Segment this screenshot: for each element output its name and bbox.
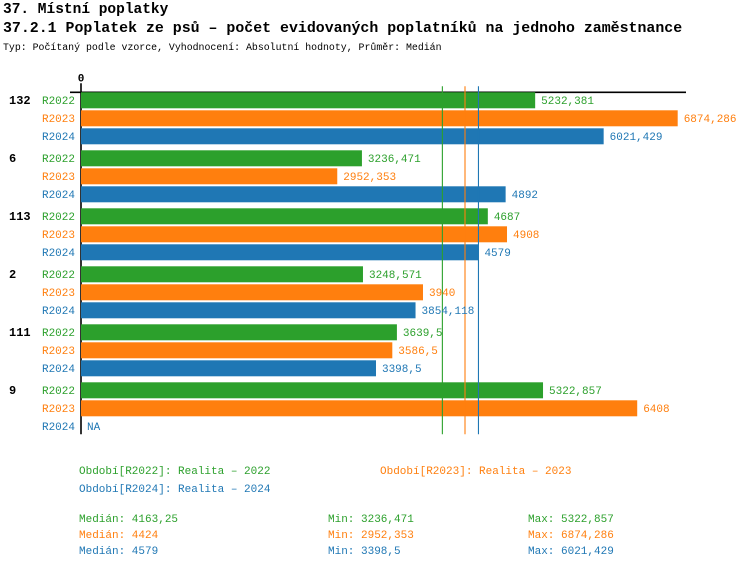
svg-text:5232,381: 5232,381 bbox=[541, 96, 594, 108]
svg-text:4687: 4687 bbox=[494, 212, 520, 224]
svg-text:Typ: Počítaný podle vzorce, Vy: Typ: Počítaný podle vzorce, Vyhodnocení:… bbox=[3, 42, 442, 53]
svg-text:4579: 4579 bbox=[484, 248, 510, 260]
svg-text:6408: 6408 bbox=[643, 404, 669, 416]
svg-text:Období[R2024]: Realita – 2024: Období[R2024]: Realita – 2024 bbox=[79, 484, 271, 496]
svg-text:Období[R2023]: Realita – 2023: Období[R2023]: Realita – 2023 bbox=[380, 466, 571, 478]
svg-text:Max: 6874,286: Max: 6874,286 bbox=[528, 530, 614, 542]
svg-text:2952,353: 2952,353 bbox=[343, 172, 396, 184]
svg-text:5322,857: 5322,857 bbox=[549, 386, 602, 398]
svg-text:R2024: R2024 bbox=[42, 132, 75, 144]
svg-text:R2022: R2022 bbox=[42, 386, 75, 398]
svg-text:R2022: R2022 bbox=[42, 154, 75, 166]
svg-text:R2023: R2023 bbox=[42, 346, 75, 358]
svg-text:3639,5: 3639,5 bbox=[403, 328, 443, 340]
svg-text:R2023: R2023 bbox=[42, 172, 75, 184]
svg-text:3940: 3940 bbox=[429, 288, 455, 300]
svg-text:6874,286: 6874,286 bbox=[684, 114, 737, 126]
svg-text:0: 0 bbox=[78, 73, 85, 85]
svg-text:6021,429: 6021,429 bbox=[610, 132, 663, 144]
svg-text:R2024: R2024 bbox=[42, 190, 75, 202]
svg-text:Medián: 4163,25: Medián: 4163,25 bbox=[79, 514, 178, 526]
svg-text:Období[R2022]: Realita – 2022: Období[R2022]: Realita – 2022 bbox=[79, 466, 270, 478]
svg-text:Medián: 4424: Medián: 4424 bbox=[79, 530, 159, 542]
svg-text:Max: 5322,857: Max: 5322,857 bbox=[528, 514, 614, 526]
svg-text:3586,5: 3586,5 bbox=[398, 346, 438, 358]
svg-text:6: 6 bbox=[9, 152, 16, 166]
svg-text:R2023: R2023 bbox=[42, 404, 75, 416]
svg-text:Min: 3398,5: Min: 3398,5 bbox=[328, 546, 401, 558]
svg-text:3236,471: 3236,471 bbox=[368, 154, 421, 166]
svg-text:R2022: R2022 bbox=[42, 96, 75, 108]
svg-text:R2023: R2023 bbox=[42, 114, 75, 126]
svg-text:2: 2 bbox=[9, 268, 16, 282]
svg-text:R2024: R2024 bbox=[42, 422, 75, 434]
svg-text:4892: 4892 bbox=[512, 190, 538, 202]
svg-text:Medián: 4579: Medián: 4579 bbox=[79, 546, 158, 558]
svg-text:R2022: R2022 bbox=[42, 212, 75, 224]
svg-text:113: 113 bbox=[9, 210, 31, 224]
svg-text:R2023: R2023 bbox=[42, 288, 75, 300]
svg-text:R2022: R2022 bbox=[42, 328, 75, 340]
svg-text:R2024: R2024 bbox=[42, 364, 75, 376]
svg-text:37. Místní poplatky: 37. Místní poplatky bbox=[3, 2, 169, 18]
svg-text:3248,571: 3248,571 bbox=[369, 270, 422, 282]
svg-text:3398,5: 3398,5 bbox=[382, 364, 422, 376]
svg-text:R2024: R2024 bbox=[42, 306, 75, 318]
svg-text:Max: 6021,429: Max: 6021,429 bbox=[528, 546, 614, 558]
svg-text:Min: 3236,471: Min: 3236,471 bbox=[328, 514, 414, 526]
svg-text:132: 132 bbox=[9, 94, 31, 108]
svg-text:9: 9 bbox=[9, 384, 16, 398]
svg-text:R2022: R2022 bbox=[42, 270, 75, 282]
svg-text:37.2.1 Poplatek ze psů – počet: 37.2.1 Poplatek ze psů – počet evidovaný… bbox=[3, 21, 682, 37]
svg-text:4908: 4908 bbox=[513, 230, 539, 242]
svg-text:NA: NA bbox=[87, 422, 101, 434]
svg-text:Min: 2952,353: Min: 2952,353 bbox=[328, 530, 414, 542]
svg-text:R2024: R2024 bbox=[42, 248, 75, 260]
svg-text:3854,118: 3854,118 bbox=[422, 306, 475, 318]
svg-text:R2023: R2023 bbox=[42, 230, 75, 242]
svg-text:111: 111 bbox=[9, 326, 31, 340]
